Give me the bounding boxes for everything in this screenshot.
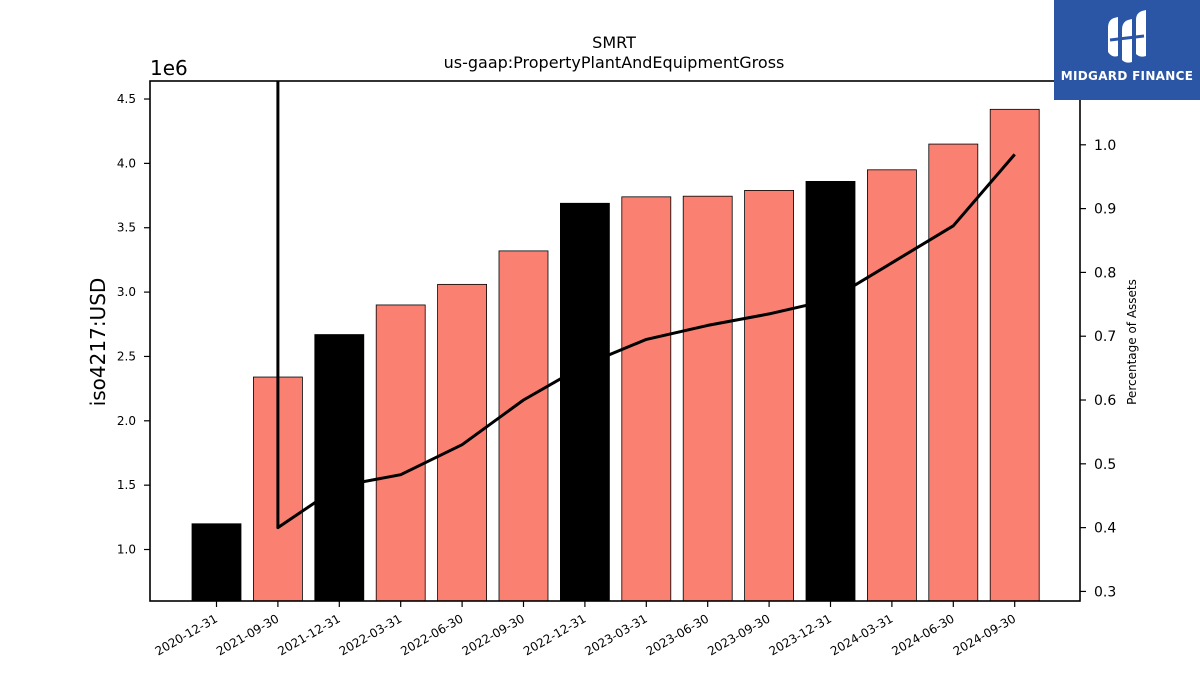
y-tick-label: 1.5 (117, 478, 136, 492)
y-tick-label: 1.0 (117, 543, 136, 557)
bar-2020-12-31 (191, 523, 242, 602)
y-ticks: 1.0 1.5 2.0 2.5 3.0 3.5 4.0 4.5 (117, 92, 150, 557)
y2-tick-label: 0.7 (1094, 329, 1116, 345)
logo-mark-icon (1108, 10, 1146, 63)
y-tick-label: 4.0 (117, 156, 136, 170)
y-tick-label: 3.0 (117, 285, 136, 299)
bar-2022-06-30 (437, 283, 488, 602)
bar-2022-12-31 (560, 202, 610, 602)
y-tick-label: 3.5 (117, 221, 136, 235)
x-tick-label: 2022-03-31 (337, 611, 404, 658)
x-tick-label: 2021-12-31 (275, 611, 342, 658)
bar-2024-09-30 (989, 108, 1040, 602)
y2-tick-label: 0.3 (1094, 584, 1116, 600)
bar-2023-12-31 (805, 180, 856, 602)
y-tick-label: 4.5 (117, 92, 136, 106)
y-axis-label: iso4217:USD (86, 278, 110, 407)
chart-title: SMRT (592, 33, 636, 52)
y2-axis-label: Percentage of Assets (1125, 279, 1139, 405)
bar-2024-06-30 (928, 143, 979, 602)
y2-tick-label: 0.5 (1094, 457, 1116, 473)
chart-subtitle: us-gaap:PropertyPlantAndEquipmentGross (444, 53, 785, 72)
x-tick-label: 2023-09-30 (705, 611, 772, 658)
x-tick-label: 2022-06-30 (398, 611, 465, 658)
x-tick-label: 2023-03-31 (582, 611, 649, 658)
x-tick-label: 2020-12-31 (153, 611, 220, 658)
bar-2022-09-30 (498, 250, 549, 602)
bar-2023-06-30 (682, 195, 733, 602)
bar-2023-03-31 (621, 196, 672, 602)
x-tick-label: 2024-09-30 (951, 611, 1018, 658)
x-tick-label: 2022-09-30 (460, 611, 527, 658)
y2-ticks: 0.3 0.4 0.5 0.6 0.7 0.8 0.9 1.0 (1080, 138, 1116, 600)
y2-tick-label: 0.8 (1094, 265, 1116, 281)
percentage-line (276, 81, 1016, 530)
logo-name: MIDGARD FINANCE (1060, 69, 1194, 83)
x-tick-label: 2024-06-30 (889, 611, 956, 658)
y2-tick-label: 1.0 (1094, 138, 1116, 154)
x-tick-label: 2023-12-31 (767, 611, 834, 658)
bar-2023-09-30 (744, 190, 794, 602)
bar-2024-03-31 (867, 169, 917, 602)
y-tick-label: 2.0 (117, 414, 136, 428)
y-tick-label: 2.5 (117, 349, 136, 363)
midgard-finance-logo: MIDGARD FINANCE (1054, 0, 1200, 100)
x-tick-label: 2023-06-30 (644, 611, 711, 658)
y2-tick-label: 0.4 (1094, 521, 1116, 537)
x-tick-label: 2024-03-31 (828, 611, 895, 658)
x-ticks: 2020-12-312021-09-302021-12-312022-03-31… (153, 601, 1018, 658)
line-layer (276, 81, 1016, 530)
bar-2021-12-31 (314, 334, 365, 602)
y-offset-label: 1e6 (150, 56, 188, 80)
y2-tick-label: 0.6 (1094, 393, 1116, 409)
y2-tick-label: 0.9 (1094, 202, 1116, 218)
plot-frame (149, 80, 1081, 602)
x-tick-label: 2022-12-31 (521, 611, 588, 658)
x-tick-label: 2021-09-30 (214, 611, 281, 658)
bar-2022-03-31 (375, 304, 426, 602)
bars (191, 108, 1040, 602)
